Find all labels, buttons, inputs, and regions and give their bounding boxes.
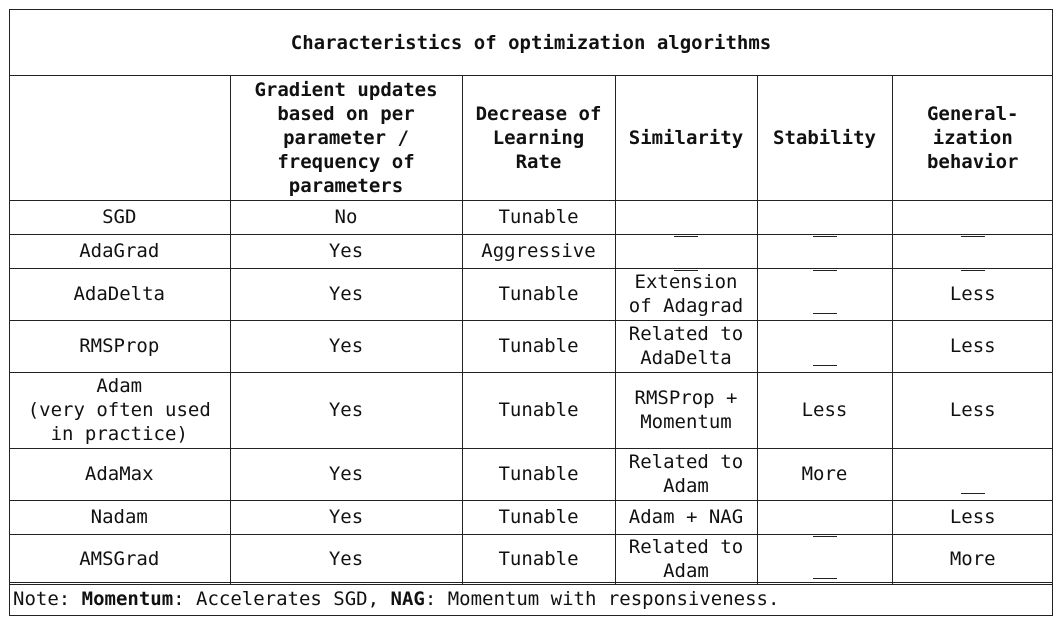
row-name-adamax: AdaMax <box>9 447 231 501</box>
cell-lr: Tunable <box>461 319 616 373</box>
cell-stability: Less <box>756 371 893 449</box>
footnote-term-nag: NAG <box>390 588 425 610</box>
cell-lr: Aggressive <box>461 233 616 269</box>
cell-stability <box>756 199 893 237</box>
table-row: AdaMax Yes Tunable Related to Adam More <box>9 447 1053 501</box>
cell-stability <box>756 533 893 585</box>
table-row: AMSGrad Yes Tunable Related to Adam More <box>9 533 1053 585</box>
row-name-adam: Adam (very often used in practice) <box>9 371 231 449</box>
cell-lr: Tunable <box>461 447 616 501</box>
cell-generalization: Less <box>891 371 1053 449</box>
dash-mark <box>674 222 698 237</box>
cell-stability: More <box>756 447 893 501</box>
row-name-rmsprop: RMSProp <box>9 319 231 373</box>
table-row: AdaGrad Yes Aggressive <box>9 233 1053 271</box>
header-learning-rate: Decrease of Learning Rate <box>461 76 616 201</box>
table-row: SGD No Tunable <box>9 199 1053 237</box>
row-name-adam-note: (very often used in practice) <box>27 399 211 445</box>
cell-stability <box>756 267 893 321</box>
dash-mark <box>960 222 985 237</box>
cell-stability <box>756 499 893 537</box>
table-frame: Characteristics of optimization algorith… <box>9 9 1053 616</box>
cell-generalization <box>891 447 1053 501</box>
cell-generalization: Less <box>891 267 1053 321</box>
cell-generalization: Less <box>891 499 1053 535</box>
table-row: RMSProp Yes Tunable Related to AdaDelta … <box>9 319 1053 373</box>
table-row: AdaDelta Yes Tunable Extension of Adagra… <box>9 267 1053 321</box>
dash-mark <box>812 564 837 579</box>
cell-grad: Yes <box>229 533 463 585</box>
cell-generalization: Less <box>891 319 1053 373</box>
row-name-sgd: SGD <box>9 199 231 235</box>
header-empty <box>9 76 231 201</box>
cell-generalization <box>891 233 1053 271</box>
table-row: Adam (very often used in practice) Yes T… <box>9 371 1053 449</box>
cell-lr: Tunable <box>461 533 616 585</box>
cell-similarity: Related to Adam <box>614 447 758 501</box>
optimizer-table: Gradient updates based on per parameter … <box>9 76 1053 585</box>
cell-lr: Tunable <box>461 199 616 235</box>
row-name-nadam: Nadam <box>9 499 231 535</box>
header-generalization: General-ization behavior <box>891 76 1053 201</box>
table-title: Characteristics of optimization algorith… <box>10 10 1052 76</box>
footnote: Note: Momentum: Accelerates SGD, NAG: Mo… <box>10 582 1052 615</box>
cell-grad: No <box>229 199 463 235</box>
dash-mark <box>812 256 837 271</box>
footnote-def-momentum: : Accelerates SGD, <box>173 588 391 610</box>
dash-mark <box>812 522 837 537</box>
cell-lr: Tunable <box>461 371 616 449</box>
cell-grad: Yes <box>229 319 463 373</box>
dash-mark <box>812 299 837 314</box>
header-gradient-updates: Gradient updates based on per parameter … <box>229 76 463 201</box>
cell-stability <box>756 233 893 271</box>
cell-similarity: Related to Adam <box>614 533 758 585</box>
cell-lr: Tunable <box>461 267 616 321</box>
cell-stability <box>756 319 893 373</box>
cell-grad: Yes <box>229 371 463 449</box>
row-name-amsgrad: AMSGrad <box>9 533 231 585</box>
dash-mark <box>812 351 837 366</box>
header-row: Gradient updates based on per parameter … <box>9 76 1053 201</box>
dash-mark <box>960 479 985 494</box>
dash-mark <box>812 222 837 237</box>
footnote-prefix: Note: <box>13 588 82 610</box>
footnote-def-nag: : Momentum with responsiveness. <box>424 588 780 610</box>
header-stability: Stability <box>756 76 893 201</box>
cell-similarity <box>614 233 758 271</box>
cell-grad: Yes <box>229 499 463 535</box>
header-similarity: Similarity <box>614 76 758 201</box>
cell-similarity: RMSProp + Momentum <box>614 371 758 449</box>
cell-similarity: Related to AdaDelta <box>614 319 758 373</box>
cell-grad: Yes <box>229 267 463 321</box>
dash-mark <box>960 256 985 271</box>
footnote-term-momentum: Momentum <box>81 588 174 610</box>
cell-similarity: Adam + NAG <box>614 499 758 535</box>
cell-generalization <box>891 199 1053 237</box>
cell-grad: Yes <box>229 233 463 269</box>
row-name-adam-label: Adam <box>96 375 143 397</box>
row-name-adagrad: AdaGrad <box>9 233 231 269</box>
cell-lr: Tunable <box>461 499 616 535</box>
cell-similarity <box>614 199 758 237</box>
cell-similarity: Extension of Adagrad <box>614 267 758 321</box>
row-name-adadelta: AdaDelta <box>9 267 231 321</box>
table-row: Nadam Yes Tunable Adam + NAG Less <box>9 499 1053 537</box>
cell-grad: Yes <box>229 447 463 501</box>
cell-generalization: More <box>891 533 1053 585</box>
dash-mark <box>674 256 698 271</box>
